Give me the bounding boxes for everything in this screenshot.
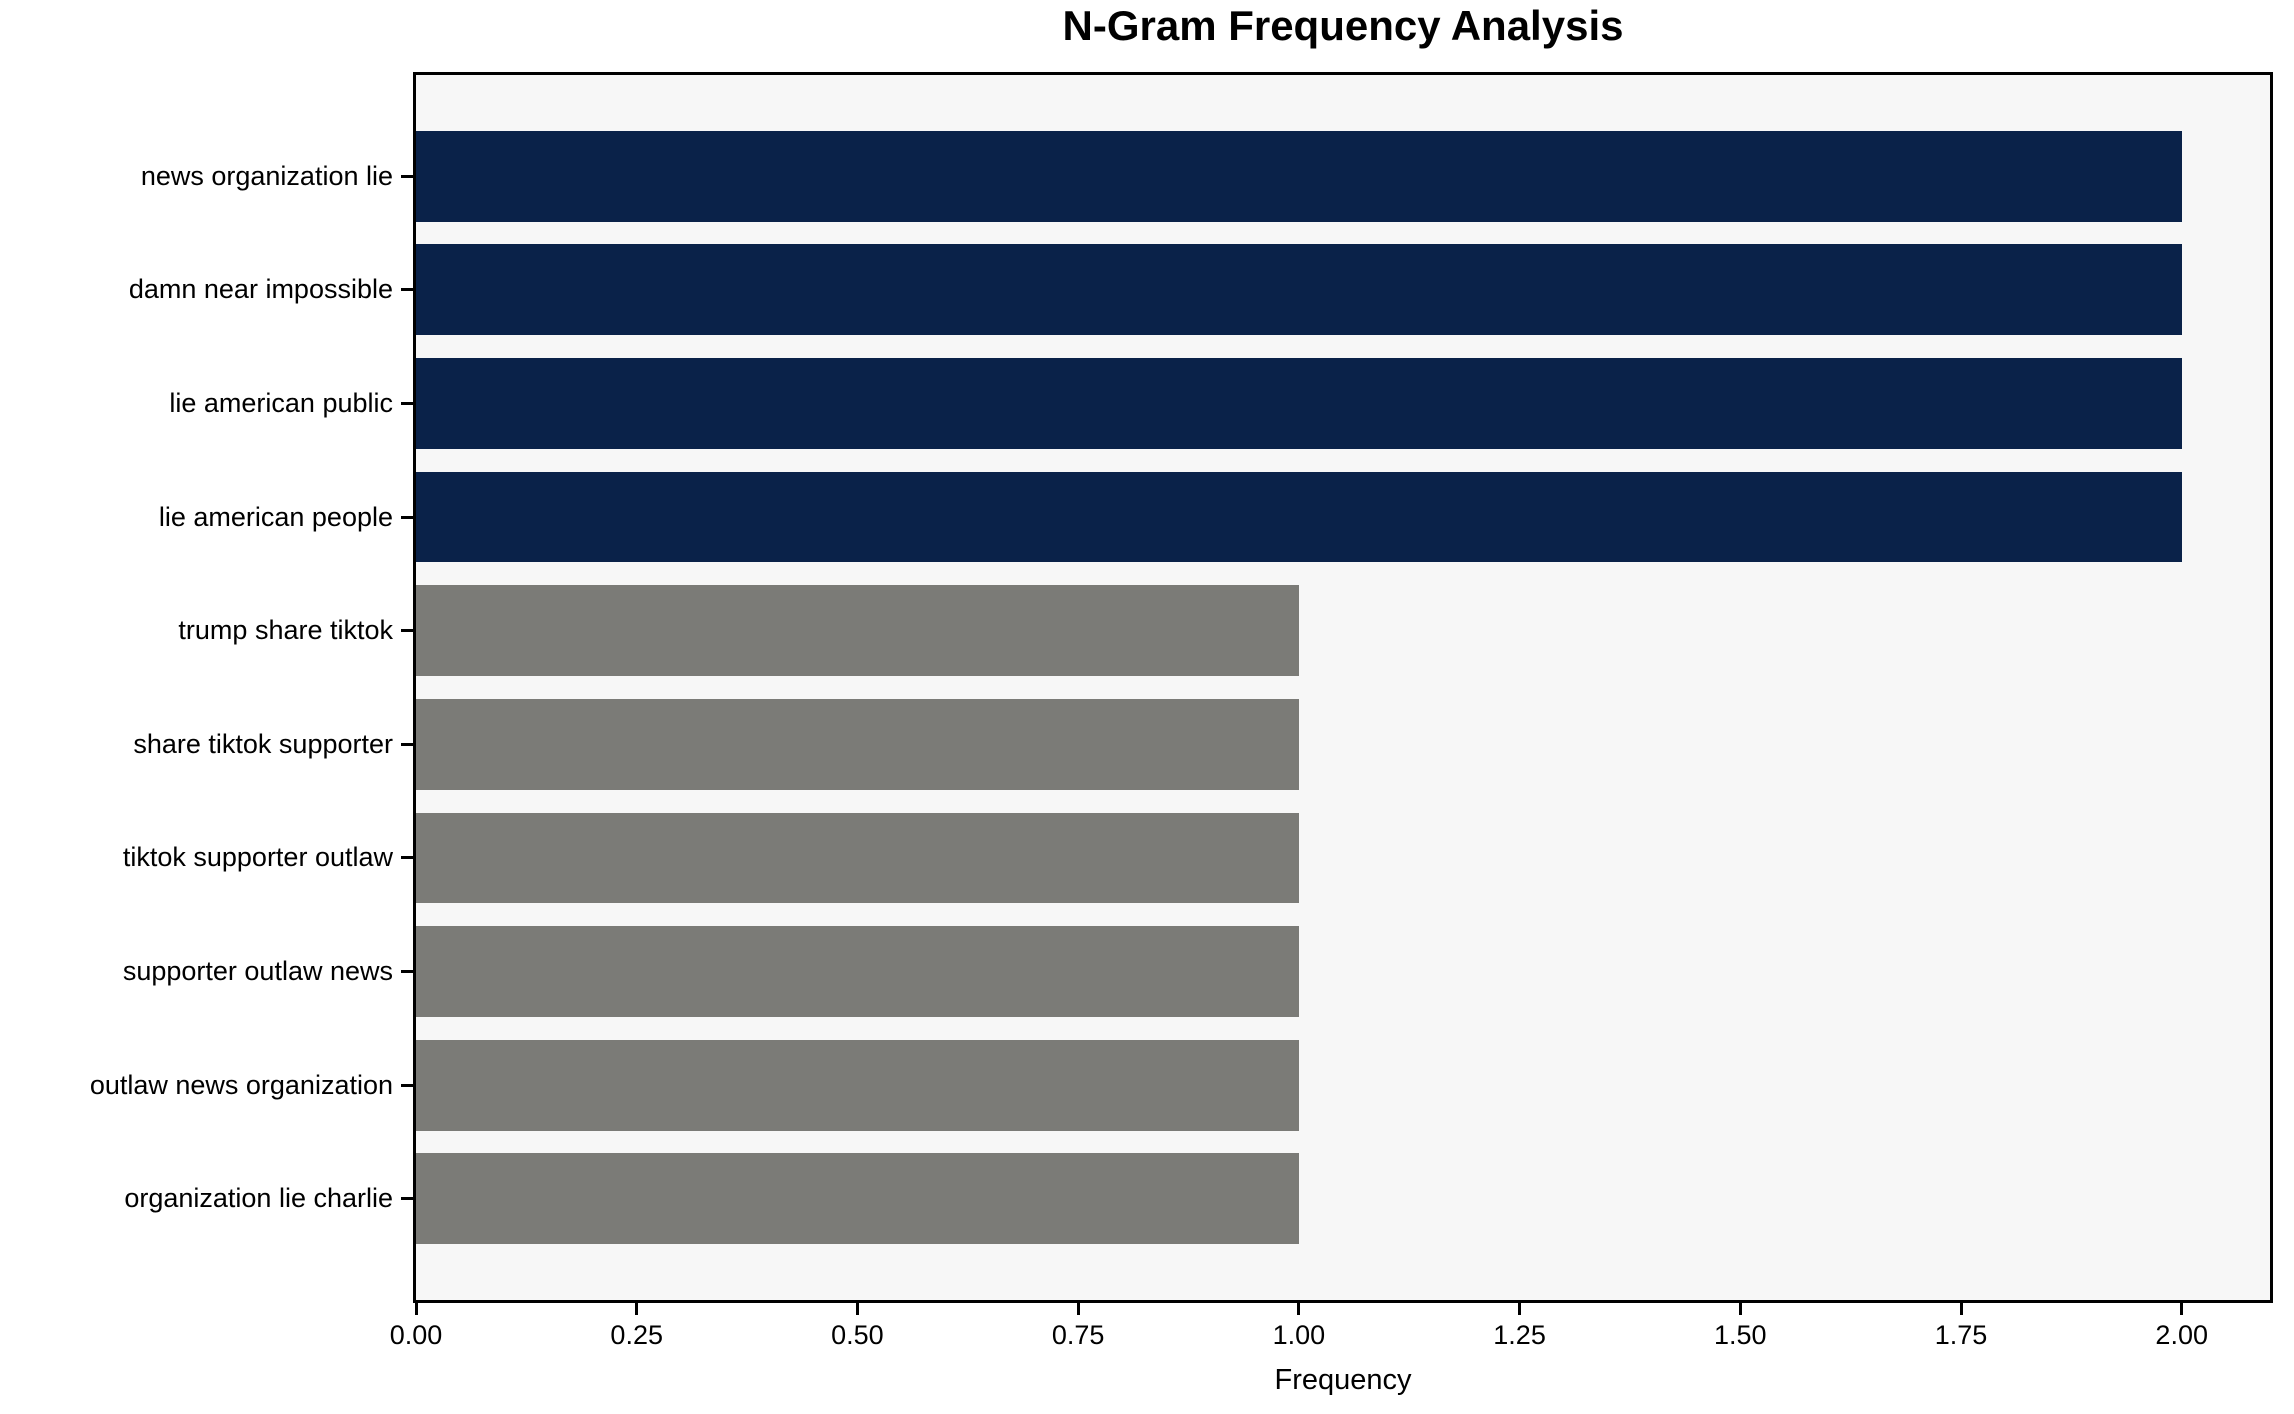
plot-area — [413, 72, 2273, 1303]
bar — [416, 585, 1299, 677]
x-tick-label: 0.50 — [831, 1320, 884, 1350]
x-tick-mark — [1959, 1303, 1963, 1315]
y-tick-label: trump share tiktok — [178, 615, 393, 646]
x-tick-mark — [2180, 1303, 2184, 1315]
y-tick-mark — [401, 970, 413, 974]
y-tick-label: lie american public — [169, 387, 393, 418]
y-tick-mark — [401, 856, 413, 860]
x-tick-label: 0.25 — [610, 1320, 663, 1350]
y-tick-label: organization lie charlie — [124, 1183, 393, 1214]
y-tick-mark — [401, 288, 413, 292]
y-tick-label: share tiktok supporter — [133, 728, 393, 759]
y-tick-label: news organization lie — [140, 160, 393, 191]
x-tick-mark — [1297, 1303, 1301, 1315]
x-tick-label: 1.50 — [1714, 1320, 1767, 1350]
x-tick-mark — [414, 1303, 418, 1315]
y-tick-mark — [401, 174, 413, 178]
y-tick-label: lie american people — [158, 501, 393, 532]
bar — [416, 1039, 1299, 1131]
bar — [416, 926, 1299, 1018]
x-tick-label: 2.00 — [2155, 1320, 2208, 1350]
y-tick-mark — [401, 1197, 413, 1201]
x-tick-label: 1.00 — [1272, 1320, 1326, 1350]
y-tick-mark — [401, 742, 413, 746]
bar — [416, 357, 2182, 449]
bar — [416, 1153, 1299, 1245]
x-tick-mark — [1738, 1303, 1742, 1315]
x-tick-mark — [855, 1303, 859, 1315]
x-tick-mark — [1518, 1303, 1522, 1315]
bar — [416, 471, 2182, 563]
y-tick-label: damn near impossible — [128, 274, 393, 305]
x-tick-label: 0.75 — [1051, 1320, 1105, 1350]
x-tick-mark — [1076, 1303, 1080, 1315]
bar — [416, 244, 2182, 336]
bar — [416, 812, 1299, 904]
x-tick-label: 1.75 — [1934, 1320, 1988, 1350]
y-tick-label: outlaw news organization — [89, 1069, 393, 1100]
x-tick-mark — [635, 1303, 639, 1315]
chart-title: N-Gram Frequency Analysis — [1062, 2, 1624, 49]
x-tick-label: 0.00 — [389, 1320, 443, 1350]
y-tick-label: tiktok supporter outlaw — [122, 842, 393, 873]
x-axis-label: Frequency — [1274, 1364, 1412, 1396]
x-tick-label: 1.25 — [1493, 1320, 1546, 1350]
y-tick-mark — [401, 629, 413, 633]
y-tick-label: supporter outlaw news — [122, 956, 393, 987]
y-tick-mark — [401, 515, 413, 519]
bar — [416, 698, 1299, 790]
bar — [416, 130, 2182, 222]
y-tick-mark — [401, 401, 413, 405]
y-tick-mark — [401, 1083, 413, 1087]
